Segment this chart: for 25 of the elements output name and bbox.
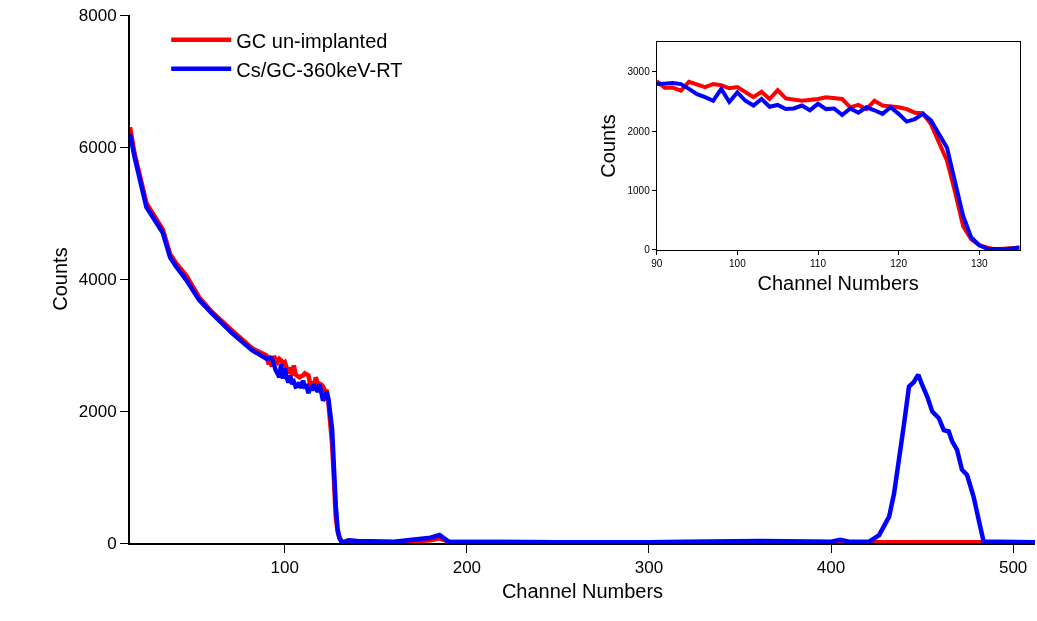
x-axis-title: Channel Numbers bbox=[501, 580, 664, 603]
y-axis-title: Counts bbox=[596, 114, 619, 178]
y-tick-label: 1000 bbox=[627, 185, 651, 197]
y-tick-label: 0 bbox=[107, 533, 117, 553]
y-tick-label: 2000 bbox=[627, 125, 651, 137]
y-tick-label: 3000 bbox=[627, 66, 651, 78]
x-tick-label: 100 bbox=[729, 257, 747, 269]
x-axis-title: Channel Numbers bbox=[757, 272, 919, 295]
x-tick-label: 120 bbox=[890, 257, 908, 269]
x-tick-label: 200 bbox=[452, 558, 482, 578]
x-tick-label: 100 bbox=[270, 558, 299, 578]
x-tick-label: 300 bbox=[634, 558, 664, 578]
x-tick-label: 400 bbox=[816, 558, 846, 578]
legend-label: Cs/GC-360keV-RT bbox=[236, 58, 403, 81]
y-tick-label: 6000 bbox=[78, 137, 117, 157]
x-tick-label: 500 bbox=[998, 558, 1028, 578]
y-tick-label: 2000 bbox=[78, 401, 117, 421]
y-axis-title: Counts bbox=[48, 247, 71, 311]
y-tick-label: 8000 bbox=[78, 5, 117, 25]
y-tick-label: 4000 bbox=[78, 269, 117, 289]
legend-label: GC un-implanted bbox=[236, 29, 388, 52]
x-tick-label: 110 bbox=[810, 257, 827, 269]
x-tick-label: 130 bbox=[970, 257, 989, 269]
y-tick-label: 0 bbox=[644, 244, 651, 256]
x-tick-label: 90 bbox=[651, 257, 663, 269]
